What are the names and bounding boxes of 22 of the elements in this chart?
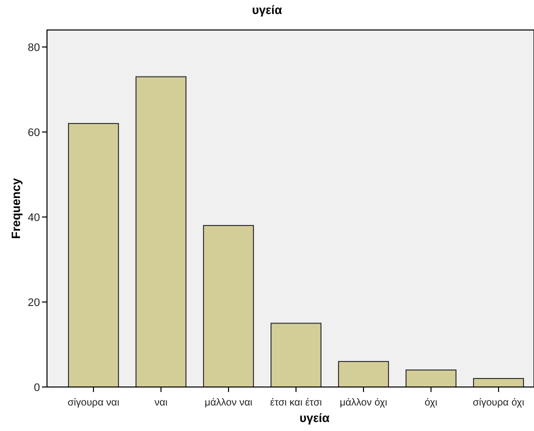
x-tick-label: μάλλον όχι [340,398,388,408]
y-tick-label: 40 [28,212,40,224]
y-tick-label: 80 [28,42,40,54]
x-tick-label: όχι [424,398,438,408]
bar [68,123,119,388]
x-tick-label: ναι [154,398,168,408]
chart-title: υγεία [252,3,283,17]
y-tick-label: 60 [28,126,40,139]
x-axis-title: υγεία [299,411,330,425]
x-tick-label: έτσι και έτσι [270,398,322,408]
bar [473,378,524,388]
x-tick-label: σίγουρα ναι [68,398,120,408]
bar [136,76,186,388]
x-tick-label: σίγουρα όχι [472,398,524,408]
y-tick-label: 20 [28,296,40,309]
bar [406,370,456,388]
bar [338,361,389,388]
bar [270,322,322,388]
x-tick-label: μάλλον ναι [204,398,252,408]
y-tick-label: 0 [34,382,40,394]
bar [203,225,254,388]
y-axis-title: Frequency [9,178,23,239]
